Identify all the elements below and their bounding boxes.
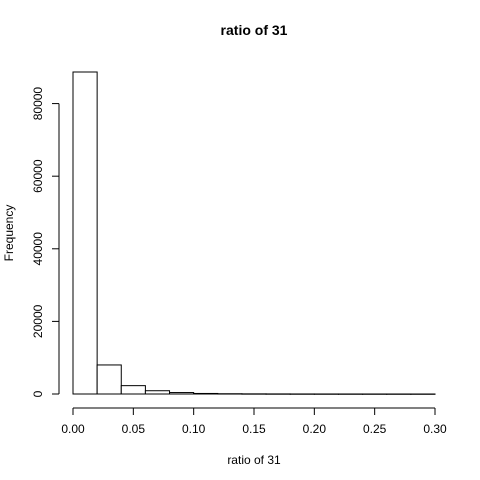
y-tick-label: 20000 — [31, 304, 45, 338]
y-axis: 0 20000 40000 60000 80000 — [31, 87, 60, 397]
y-axis-label: Frequency — [2, 205, 16, 262]
histogram-bar — [96, 364, 122, 395]
x-tick-label: 0.00 — [61, 422, 85, 436]
y-tick-label: 80000 — [31, 87, 45, 121]
x-tick-label: 0.10 — [182, 422, 206, 436]
y-tick-label: 0 — [31, 390, 45, 397]
y-tick-label: 60000 — [31, 159, 45, 193]
histogram-bars — [72, 71, 436, 395]
x-tick-label: 0.25 — [363, 422, 387, 436]
x-tick-label: 0.05 — [122, 422, 146, 436]
chart-title: ratio of 31 — [221, 22, 288, 38]
x-axis: 0.00 0.05 0.10 0.15 0.20 0.25 0.30 — [61, 407, 447, 436]
histogram-bar — [193, 392, 219, 395]
histogram-bar — [169, 392, 195, 395]
x-tick-label: 0.20 — [303, 422, 327, 436]
histogram-bar — [72, 71, 98, 395]
x-tick-label: 0.30 — [423, 422, 447, 436]
histogram-bar — [120, 385, 146, 395]
x-tick-label: 0.15 — [242, 422, 266, 436]
y-tick-label: 40000 — [31, 232, 45, 266]
x-axis-label: ratio of 31 — [227, 453, 281, 467]
histogram-bar — [144, 390, 171, 395]
